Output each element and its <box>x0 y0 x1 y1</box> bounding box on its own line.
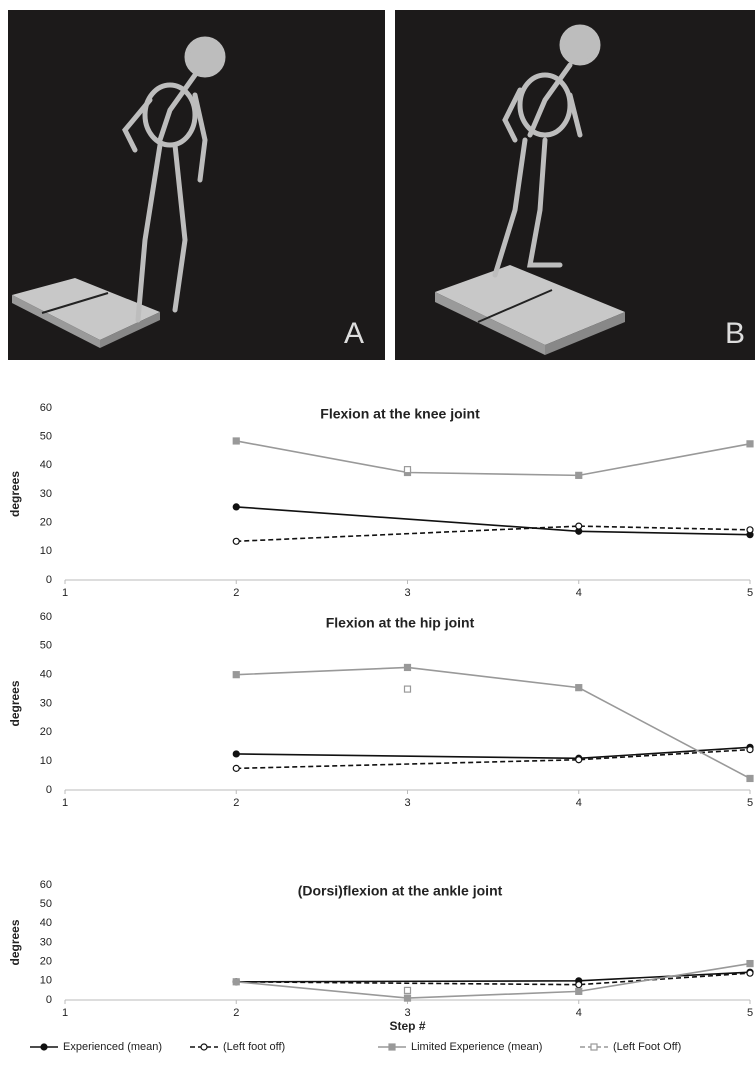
marker <box>233 765 239 771</box>
y-axis-label: degrees <box>8 919 22 965</box>
series-line <box>236 973 750 985</box>
marker <box>747 970 753 976</box>
marker <box>405 987 411 993</box>
x-tick-label: 1 <box>62 797 68 809</box>
y-tick-label: 60 <box>40 402 52 414</box>
marker <box>233 672 239 678</box>
panel-label: A <box>344 317 364 350</box>
panel-label: B <box>725 317 745 350</box>
y-tick-label: 10 <box>40 975 52 987</box>
marker <box>405 467 411 473</box>
y-tick-label: 60 <box>40 611 52 623</box>
marker <box>747 961 753 967</box>
x-tick-label: 4 <box>576 587 582 599</box>
y-tick-label: 60 <box>40 879 52 891</box>
marker <box>201 1044 207 1050</box>
marker <box>747 527 753 533</box>
series-line <box>236 972 750 982</box>
y-tick-label: 50 <box>40 898 52 910</box>
y-tick-label: 10 <box>40 755 52 767</box>
marker <box>389 1044 395 1050</box>
x-tick-label: 3 <box>404 587 410 599</box>
x-tick-label: 2 <box>233 587 239 599</box>
legend-label: Experienced (mean) <box>63 1041 162 1053</box>
marker <box>233 538 239 544</box>
x-tick-label: 3 <box>404 1007 410 1019</box>
x-tick-label: 1 <box>62 587 68 599</box>
y-tick-label: 20 <box>40 726 52 738</box>
marker <box>576 523 582 529</box>
marker <box>747 747 753 753</box>
marker <box>405 995 411 1001</box>
y-tick-label: 0 <box>46 994 52 1006</box>
marker <box>233 504 239 510</box>
marker <box>405 686 411 692</box>
series-line <box>236 747 750 758</box>
legend-item: Experienced (mean) <box>30 1041 162 1053</box>
figure: A B Flexion at the knee jointdegrees0102… <box>0 0 755 1081</box>
marker <box>41 1044 47 1050</box>
chart-title: Flexion at the knee joint <box>320 406 480 422</box>
y-tick-label: 20 <box>40 517 52 529</box>
legend-label: Limited Experience (mean) <box>411 1041 542 1053</box>
y-axis-label: degrees <box>8 680 22 726</box>
marker <box>747 775 753 781</box>
marker <box>747 441 753 447</box>
series-line <box>236 441 750 475</box>
y-axis-label: degrees <box>8 471 22 517</box>
chart-title: (Dorsi)flexion at the ankle joint <box>298 883 503 899</box>
y-tick-label: 30 <box>40 697 52 709</box>
marker <box>233 751 239 757</box>
marker <box>576 685 582 691</box>
y-tick-label: 40 <box>40 459 52 471</box>
y-tick-label: 30 <box>40 488 52 500</box>
legend-item: Limited Experience (mean) <box>378 1041 542 1053</box>
marker <box>405 664 411 670</box>
y-tick-label: 30 <box>40 936 52 948</box>
marker <box>576 757 582 763</box>
x-tick-label: 3 <box>404 797 410 809</box>
y-tick-label: 50 <box>40 431 52 443</box>
marker <box>576 982 582 988</box>
y-tick-label: 20 <box>40 956 52 968</box>
marker <box>576 988 582 994</box>
x-tick-label: 4 <box>576 797 582 809</box>
marker <box>591 1044 597 1050</box>
y-tick-label: 0 <box>46 784 52 796</box>
x-tick-label: 5 <box>747 797 753 809</box>
x-tick-label: 2 <box>233 1007 239 1019</box>
x-tick-label: 1 <box>62 1007 68 1019</box>
chart-title: Flexion at the hip joint <box>326 615 475 631</box>
marker <box>576 472 582 478</box>
y-tick-label: 0 <box>46 574 52 586</box>
legend-label: (Left Foot Off) <box>613 1041 681 1053</box>
x-tick-label: 5 <box>747 1007 753 1019</box>
x-tick-label: 5 <box>747 587 753 599</box>
x-tick-label: 4 <box>576 1007 582 1019</box>
marker <box>233 979 239 985</box>
y-tick-label: 50 <box>40 640 52 652</box>
marker <box>233 438 239 444</box>
panel-a: A <box>8 10 385 360</box>
legend-label: (Left foot off) <box>223 1041 285 1053</box>
y-tick-label: 40 <box>40 669 52 681</box>
panel-b: B <box>395 10 755 360</box>
x-tick-label: 2 <box>233 797 239 809</box>
y-tick-label: 40 <box>40 917 52 929</box>
x-axis-label: Step # <box>389 1019 425 1033</box>
y-tick-label: 10 <box>40 545 52 557</box>
